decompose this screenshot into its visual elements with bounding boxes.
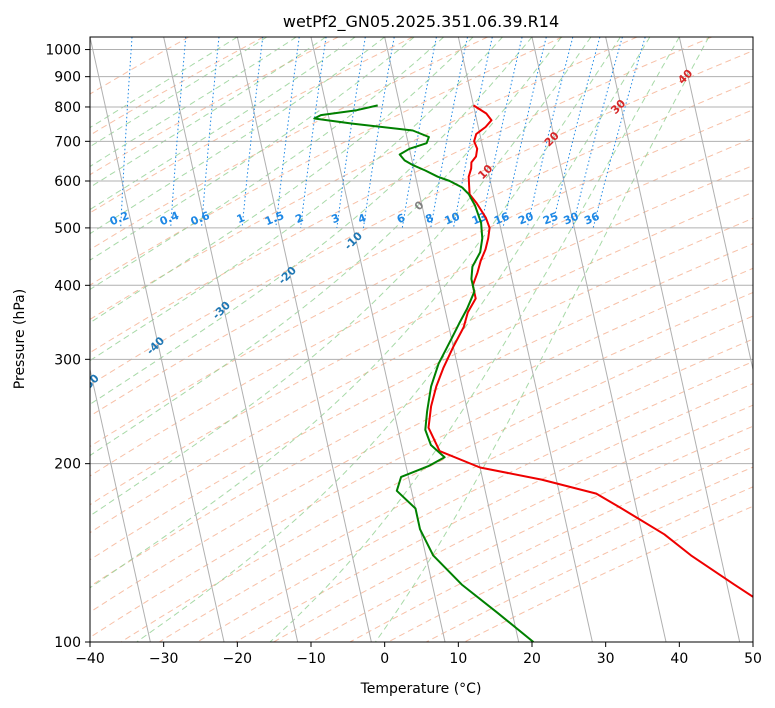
mixing-ratio-line — [592, 37, 646, 229]
mixing-ratio-line — [336, 37, 366, 228]
mixing-ratio-label: 16 — [492, 210, 511, 228]
y-tick-label: 900 — [54, 70, 81, 86]
mixing-ratio-line — [241, 37, 264, 228]
mixing-ratio-label: 8 — [424, 211, 436, 226]
y-tick-label: 400 — [54, 278, 81, 294]
mixing-ratio-line — [275, 37, 300, 228]
x-tick-label: 30 — [597, 651, 615, 667]
axes: −40 −30 −20 −10 0 10 20 30 40 50 100 200 300 400 500 60… — [45, 43, 762, 667]
dry-adiabat — [90, 243, 753, 587]
x-tick-label: 40 — [670, 651, 688, 667]
temperature-line — [427, 104, 753, 599]
mixing-ratio-line — [571, 37, 623, 229]
x-tick-label: −40 — [75, 651, 105, 667]
y-tick-label: 300 — [54, 352, 81, 368]
plot-frame — [89, 36, 754, 643]
moist-adiabat — [90, 37, 533, 405]
isotherm-line — [605, 37, 741, 642]
mixing-ratio-line — [526, 37, 574, 229]
y-tick-label: 800 — [54, 100, 81, 116]
moist-adiabat — [90, 37, 592, 517]
isotherm-line — [236, 37, 372, 642]
mixing-ratio-label: 20 — [516, 210, 535, 228]
dry-adiabat — [90, 37, 712, 354]
moist-adiabat — [136, 37, 651, 642]
isotherm-line — [90, 367, 151, 642]
moist-adiabats — [90, 37, 710, 642]
mixing-ratio-line — [551, 37, 601, 229]
mixing-ratio-label: 30 — [562, 210, 581, 228]
mixing-ratio-label: 3 — [330, 211, 342, 226]
dry-adiabat — [273, 404, 753, 642]
y-tick-label: 500 — [54, 221, 81, 237]
mixing-ratio-line — [362, 37, 395, 228]
isotherm-line — [310, 37, 446, 642]
moist-adiabat — [90, 37, 474, 324]
moist-adiabat — [90, 37, 356, 211]
chart-title: wetPf2_GN05.2025.351.06.39.R14 — [283, 12, 559, 32]
dry-adiabat — [90, 291, 753, 638]
dry-adiabat — [197, 361, 753, 642]
mixing-ratio-line — [502, 37, 547, 228]
isobars — [90, 49, 753, 642]
mixing-ratio-line — [300, 37, 327, 228]
y-tick-label: 100 — [54, 635, 81, 651]
isotherms — [90, 37, 753, 642]
x-tick-label: 20 — [523, 651, 541, 667]
dry-adiabat — [90, 267, 753, 613]
isotherm-line — [457, 37, 593, 642]
mixing-ratio-line — [430, 37, 468, 228]
x-tick-label: 0 — [380, 651, 389, 667]
moist-adiabat — [90, 37, 444, 291]
dry-adiabat — [90, 109, 753, 448]
moist-adiabat — [90, 37, 385, 235]
mixing-ratio-label: 10 — [443, 210, 462, 228]
x-tick-label: −20 — [223, 651, 253, 667]
mixing-ratio-label: 36 — [582, 210, 601, 228]
isotherm-line — [163, 37, 299, 642]
y-tick-label: 600 — [54, 174, 81, 190]
dewpoint-line — [313, 104, 535, 642]
x-tick-label: 50 — [744, 651, 762, 667]
y-tick-label: 200 — [54, 457, 81, 473]
x-tick-label: 10 — [449, 651, 467, 667]
moist-adiabat — [374, 37, 710, 642]
mixing-ratio-line — [480, 37, 523, 228]
dry-adiabat — [387, 466, 753, 642]
dry-adiabat — [311, 425, 753, 642]
dry-adiabat — [120, 315, 753, 642]
x-tick-label: −10 — [296, 651, 326, 667]
dry-adiabat — [90, 50, 753, 386]
x-axis-label: Temperature (°C) — [360, 681, 482, 697]
isotherm-line — [531, 37, 667, 642]
profiles — [313, 104, 753, 642]
moist-adiabat — [90, 37, 326, 188]
y-tick-label: 700 — [54, 134, 81, 150]
dry-adiabat — [90, 80, 753, 417]
dry-adiabat — [158, 338, 753, 642]
moist-adiabat — [90, 37, 238, 129]
mixing-ratio-label: 2 — [293, 211, 305, 226]
dry-adiabat — [349, 446, 753, 642]
plot-area: 0.10.20.40.611.52346810131620253036-100-… — [90, 37, 753, 642]
y-axis-label: Pressure (hPa) — [12, 289, 28, 389]
mixing-ratio-label: 1 — [235, 211, 247, 226]
dry-adiabat — [426, 486, 753, 642]
dry-adiabat — [90, 37, 563, 286]
y-tick-label: 1000 — [45, 43, 81, 59]
dry-adiabats — [90, 37, 753, 642]
dry-adiabat — [90, 37, 488, 251]
dry-adiabat — [235, 383, 753, 642]
x-tick-label: −30 — [149, 651, 179, 667]
moist-adiabat — [90, 37, 562, 457]
dry-adiabat — [90, 37, 339, 176]
moist-adiabat — [90, 37, 621, 589]
isotherm-line — [90, 37, 225, 642]
mixing-ratio-label: 25 — [541, 210, 560, 228]
isotherm-line — [678, 37, 753, 372]
mixing-ratio-line — [453, 37, 493, 228]
